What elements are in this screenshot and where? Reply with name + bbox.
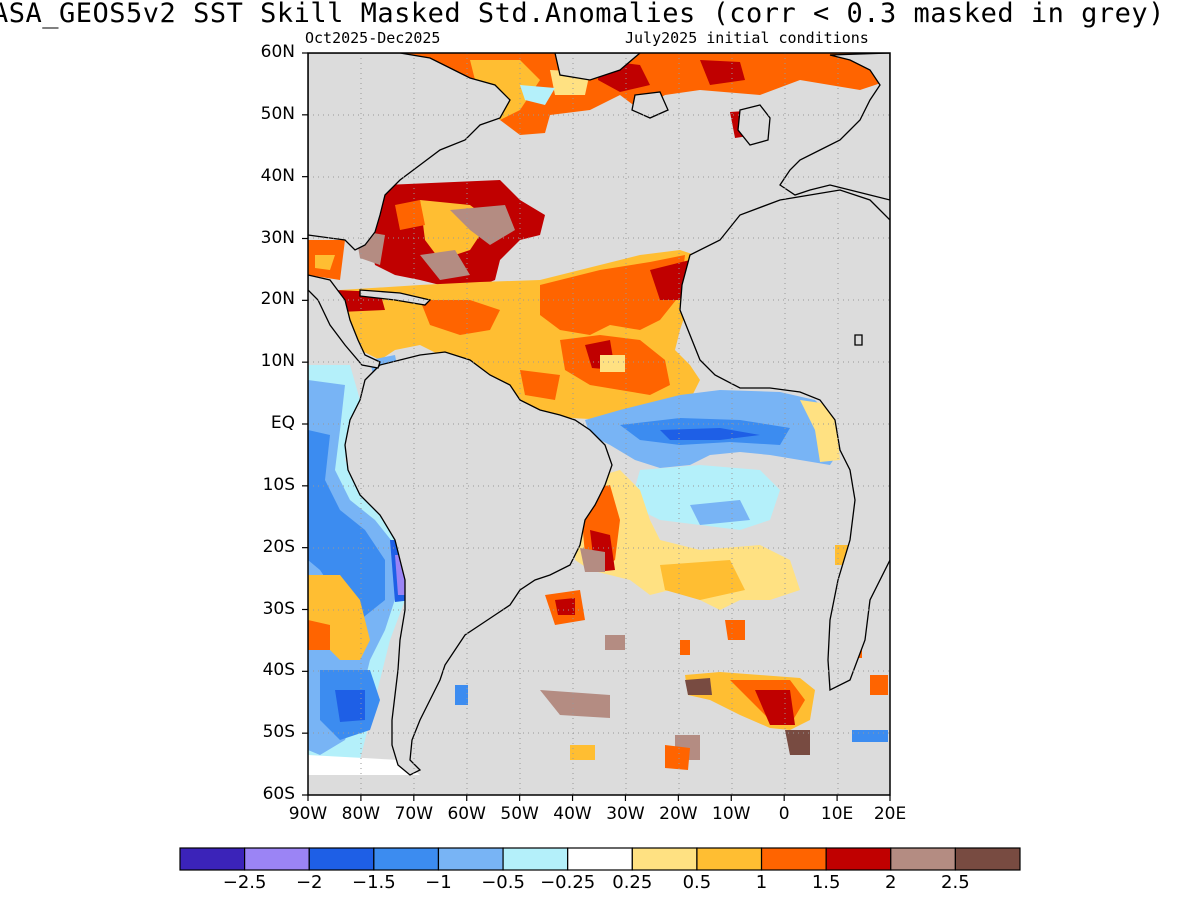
colorbar-swatch [179, 847, 246, 871]
colorbar-label: 1.5 [811, 872, 841, 893]
latitude-label: 30N [260, 227, 295, 248]
colorbar-swatch [373, 847, 440, 871]
latitude-label: 60N [260, 42, 295, 62]
colorbar-swatch [825, 847, 892, 871]
land-masses [308, 53, 890, 776]
longitude-label: 70W [394, 804, 434, 824]
colorbar-label: −2.5 [222, 872, 267, 893]
map-field [308, 53, 890, 795]
iceland [631, 91, 669, 119]
colorbar-swatch [502, 847, 569, 871]
colorbar-label: 0.5 [682, 872, 712, 893]
latitude-label: 60S [262, 784, 295, 804]
north-america [308, 53, 511, 251]
colorbar-swatch [437, 847, 504, 871]
latitude-label: 20S [262, 536, 295, 557]
latitude-label: 50S [262, 722, 295, 743]
longitude-label: 30W [606, 804, 645, 824]
graticule [308, 53, 890, 795]
latitude-label: 30S [262, 598, 295, 619]
latitude-label: 20N [260, 289, 295, 310]
colorbar-swatch [308, 847, 375, 871]
colorbar-label: 0.25 [612, 872, 653, 893]
map-title: ASA_GEOS5v2 SST Skill Masked Std.Anomali… [0, 0, 1165, 29]
longitude-label: 10W [712, 804, 751, 824]
colorbar-label: −1.5 [351, 872, 396, 893]
colorbar-label: 1 [755, 872, 768, 893]
colorbar-swatch [954, 847, 1021, 871]
initial-conditions: July2025 initial conditions [625, 29, 869, 47]
colorbar-label: −0.5 [481, 872, 525, 893]
longitude-label: 40W [553, 804, 592, 824]
colorbar-swatch [631, 847, 698, 871]
colorbar-label: −0.25 [540, 872, 596, 893]
colorbar-label: −1 [425, 872, 452, 893]
colorbar [179, 847, 1021, 871]
longitude-label: 20E [873, 804, 907, 824]
latitude-label: 40S [262, 660, 295, 681]
colorbar-label: 2.5 [941, 872, 970, 893]
central-america [308, 274, 381, 369]
europe [779, 53, 890, 201]
latitude-label: 40N [260, 165, 295, 186]
longitude-label: 50W [500, 804, 539, 824]
colorbar-swatch [890, 847, 956, 871]
africa [679, 189, 890, 692]
caribbean-islands [359, 289, 432, 306]
south-america [344, 351, 613, 776]
colorbar-swatch [244, 847, 310, 871]
colorbar-swatch [760, 847, 827, 871]
colorbar-swatch [567, 847, 633, 871]
latitude-label: EQ [270, 413, 295, 433]
latitude-label: 10S [262, 474, 295, 495]
axis-ticks [302, 52, 891, 801]
longitude-label: 90W [288, 804, 328, 824]
colorbar-label: −2 [295, 872, 323, 893]
british-isles [737, 104, 771, 146]
longitude-label: 60W [447, 804, 486, 824]
latitude-label: 50N [260, 103, 295, 124]
forecast-period: Oct2025-Dec2025 [305, 29, 441, 47]
anomaly-region-south-brazil [575, 470, 800, 610]
longitude-label: 10E [820, 804, 854, 824]
colorbar-label: 2 [885, 872, 897, 893]
longitude-label: 0 [778, 804, 790, 824]
latitude-label: 10N [260, 351, 295, 372]
colorbar-swatch [696, 847, 763, 871]
longitude-label: 20W [659, 804, 698, 824]
greenland [554, 53, 642, 81]
longitude-label: 80W [341, 804, 381, 824]
